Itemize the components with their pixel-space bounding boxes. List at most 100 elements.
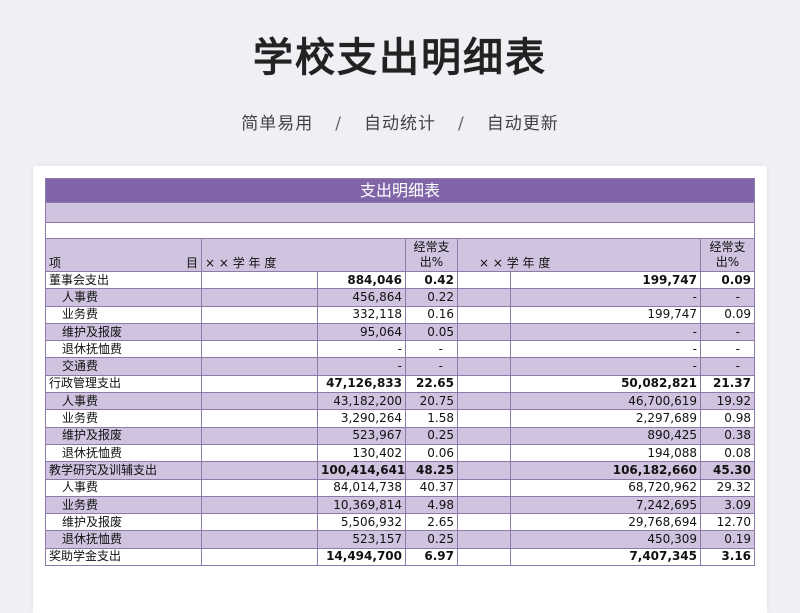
row-blank-cell[interactable] (201, 530, 318, 549)
row-value-year1[interactable]: 84,014,738 (317, 478, 406, 497)
row-value-year1[interactable]: 95,064 (317, 322, 406, 342)
row-blank-cell[interactable] (201, 305, 318, 324)
row-blank-cell[interactable] (201, 322, 318, 342)
row-pct-year2[interactable]: 12.70 (699, 513, 756, 532)
row-value-year2[interactable]: 7,407,345 (510, 547, 701, 567)
row-blank-cell[interactable] (201, 513, 318, 532)
row-label[interactable]: 人事费 (45, 392, 202, 411)
row-value-year2[interactable]: 106,182,660 (510, 461, 701, 480)
header-year1[interactable]: × × 学 年 度 (201, 238, 406, 272)
row-label[interactable]: 退休抚恤费 (45, 340, 202, 359)
row-value-year1[interactable]: 523,157 (317, 530, 406, 549)
row-pct-year2[interactable]: 0.09 (699, 270, 756, 290)
row-blank-cell[interactable] (201, 461, 318, 480)
row-pct-year2[interactable]: 3.09 (699, 495, 756, 515)
row-value-year1[interactable]: 523,967 (317, 426, 406, 445)
row-blank-cell[interactable] (457, 322, 511, 342)
row-label[interactable]: 业务费 (45, 305, 202, 324)
row-blank-cell[interactable] (457, 547, 511, 567)
row-blank-cell[interactable] (201, 340, 318, 359)
row-blank-cell[interactable] (201, 426, 318, 445)
row-blank-cell[interactable] (457, 340, 511, 359)
row-pct-year2[interactable]: 29.32 (699, 478, 756, 497)
row-pct-year1[interactable]: 4.98 (405, 495, 458, 515)
row-pct-year1[interactable]: 22.65 (405, 374, 458, 394)
row-blank-cell[interactable] (201, 547, 318, 567)
row-label[interactable]: 行政管理支出 (45, 374, 202, 394)
row-value-year2[interactable]: 46,700,619 (510, 392, 701, 411)
row-blank-cell[interactable] (457, 305, 511, 324)
row-value-year2[interactable]: 194,088 (510, 443, 701, 463)
row-blank-cell[interactable] (201, 409, 318, 428)
row-pct-year1[interactable]: 0.22 (405, 288, 458, 307)
blank-cell[interactable] (44, 222, 756, 239)
row-label[interactable]: 业务费 (45, 409, 202, 428)
row-blank-cell[interactable] (457, 530, 511, 549)
header-item-cell[interactable]: 项 目 (45, 238, 202, 272)
row-blank-cell[interactable] (457, 409, 511, 428)
row-value-year1[interactable]: - (317, 357, 406, 376)
row-blank-cell[interactable] (201, 392, 318, 411)
row-pct-year1[interactable]: 1.58 (405, 409, 458, 428)
row-blank-cell[interactable] (201, 443, 318, 463)
row-value-year1[interactable]: 884,046 (317, 270, 406, 290)
row-pct-year1[interactable]: 0.16 (405, 305, 458, 324)
row-label[interactable]: 退休抚恤费 (45, 530, 202, 549)
row-pct-year2[interactable]: 0.19 (699, 530, 756, 549)
table-banner[interactable]: 支出明细表 (44, 178, 756, 203)
band-cell[interactable] (44, 202, 756, 223)
row-pct-year1[interactable]: 0.05 (405, 322, 458, 342)
row-value-year2[interactable]: 29,768,694 (510, 513, 701, 532)
row-value-year1[interactable]: 5,506,932 (317, 513, 406, 532)
row-label[interactable]: 交通费 (45, 357, 202, 376)
row-value-year2[interactable]: - (510, 357, 701, 376)
row-blank-cell[interactable] (457, 513, 511, 532)
row-pct-year1[interactable]: 6.97 (405, 547, 458, 567)
row-pct-year2[interactable]: - (699, 340, 756, 359)
row-value-year2[interactable]: 450,309 (510, 530, 701, 549)
row-value-year1[interactable]: 14,494,700 (317, 547, 406, 567)
row-pct-year1[interactable]: 0.42 (405, 270, 458, 290)
row-label[interactable]: 教学研究及训辅支出 (45, 461, 202, 480)
row-blank-cell[interactable] (201, 478, 318, 497)
row-pct-year1[interactable]: 0.06 (405, 443, 458, 463)
row-label[interactable]: 人事费 (45, 288, 202, 307)
row-pct-year1[interactable]: - (405, 357, 458, 376)
row-pct-year2[interactable]: 21.37 (699, 374, 756, 394)
row-pct-year2[interactable]: 45.30 (699, 461, 756, 480)
row-pct-year1[interactable]: 0.25 (405, 530, 458, 549)
row-value-year1[interactable]: 332,118 (317, 305, 406, 324)
row-label[interactable]: 董事会支出 (45, 270, 202, 290)
row-blank-cell[interactable] (457, 288, 511, 307)
row-pct-year2[interactable]: 0.09 (699, 305, 756, 324)
row-blank-cell[interactable] (201, 270, 318, 290)
row-label[interactable]: 维护及报废 (45, 513, 202, 532)
row-value-year2[interactable]: 2,297,689 (510, 409, 701, 428)
row-pct-year2[interactable]: 3.16 (699, 547, 756, 567)
row-value-year1[interactable]: 47,126,833 (317, 374, 406, 394)
row-value-year1[interactable]: 43,182,200 (317, 392, 406, 411)
row-value-year1[interactable]: 10,369,814 (317, 495, 406, 515)
row-blank-cell[interactable] (457, 478, 511, 497)
header-pct2[interactable]: 经常支出% (699, 238, 756, 272)
row-blank-cell[interactable] (457, 357, 511, 376)
row-label[interactable]: 人事费 (45, 478, 202, 497)
header-year2[interactable]: × × 学 年 度 (457, 238, 701, 272)
row-blank-cell[interactable] (201, 495, 318, 515)
row-value-year1[interactable]: 456,864 (317, 288, 406, 307)
row-value-year2[interactable]: 7,242,695 (510, 495, 701, 515)
row-value-year1[interactable]: - (317, 340, 406, 359)
row-pct-year1[interactable]: 48.25 (405, 461, 458, 480)
row-blank-cell[interactable] (457, 426, 511, 445)
row-value-year2[interactable]: 890,425 (510, 426, 701, 445)
row-blank-cell[interactable] (201, 374, 318, 394)
row-pct-year2[interactable]: 0.98 (699, 409, 756, 428)
row-pct-year1[interactable]: 40.37 (405, 478, 458, 497)
row-blank-cell[interactable] (457, 443, 511, 463)
row-value-year2[interactable]: - (510, 288, 701, 307)
row-label[interactable]: 维护及报废 (45, 322, 202, 342)
row-label[interactable]: 退休抚恤费 (45, 443, 202, 463)
header-pct1[interactable]: 经常支出% (405, 238, 458, 272)
row-blank-cell[interactable] (457, 270, 511, 290)
row-value-year2[interactable]: 50,082,821 (510, 374, 701, 394)
